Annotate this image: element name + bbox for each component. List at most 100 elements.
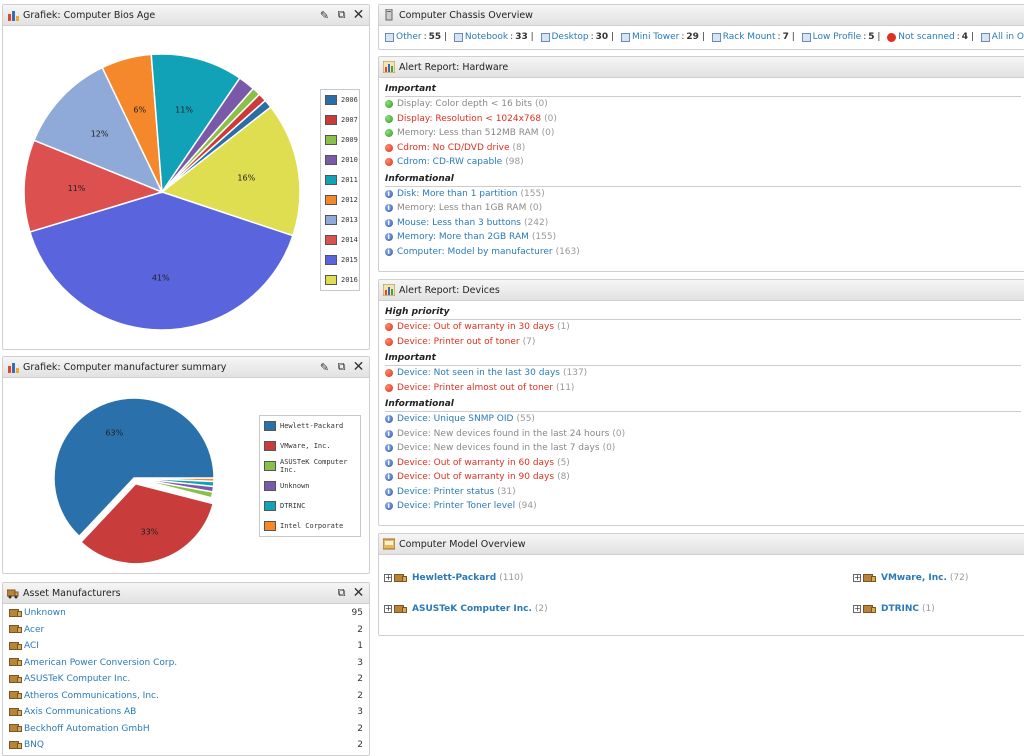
alert-label[interactable]: Device: Out of warranty in 90 days <box>397 472 555 482</box>
edit-icon[interactable]: ✎ <box>319 8 330 22</box>
expand-tree-icon[interactable]: + <box>853 573 861 582</box>
asset-name[interactable]: BNQ <box>24 740 44 751</box>
alert-row[interactable]: Cdrom: No CD/DVD drive (8) <box>385 141 1021 156</box>
alert-row[interactable]: Device: New devices found in the last 7 … <box>385 441 1021 456</box>
asset-name[interactable]: Atheros Communications, Inc. <box>24 690 159 701</box>
alert-row[interactable]: Memory: More than 2GB RAM (155) <box>385 230 1021 245</box>
asset-row[interactable]: ASUSTeK Computer Inc. 2 <box>3 671 369 688</box>
chassis-item[interactable]: Other : 55 | <box>385 32 450 42</box>
alert-label[interactable]: Memory: More than 2GB RAM <box>397 232 529 242</box>
alert-label[interactable]: Memory: Less than 1GB RAM <box>397 203 527 213</box>
legend-item: 2007 <box>321 110 359 130</box>
model-item-dtrinc[interactable]: + DTRINC (1) <box>853 604 935 614</box>
asset-row[interactable]: American Power Conversion Corp. 3 <box>3 655 369 672</box>
alert-row[interactable]: Computer: Model by manufacturer (163) <box>385 245 1021 259</box>
alert-row[interactable]: Display: Color depth < 16 bits (0) <box>385 97 1021 112</box>
asset-row[interactable]: Unknown 95 <box>3 605 369 622</box>
alert-label[interactable]: Device: Printer Toner level <box>397 501 516 511</box>
alert-row[interactable]: Memory: Less than 512MB RAM (0) <box>385 126 1021 141</box>
chassis-item[interactable]: Mini Tower : 29 | <box>620 32 708 42</box>
alert-row[interactable]: Mouse: Less than 3 buttons (242) <box>385 216 1021 230</box>
alert-label[interactable]: Device: Unique SNMP OID <box>397 414 514 424</box>
chassis-item[interactable]: Not scanned : 4 | <box>887 32 977 42</box>
alert-label[interactable]: Device: New devices found in the last 7 … <box>397 443 600 453</box>
asset-row[interactable]: Atheros Communications, Inc. 2 <box>3 688 369 705</box>
close-icon[interactable]: ✕ <box>352 7 365 23</box>
close-icon[interactable]: ✕ <box>352 585 365 601</box>
expand-icon[interactable]: ⧉ <box>337 586 346 599</box>
model-name[interactable]: Hewlett-Packard <box>412 573 497 583</box>
alert-row[interactable]: Device: Printer almost out of toner (11) <box>385 381 1021 396</box>
expand-tree-icon[interactable]: + <box>853 604 861 613</box>
alert-row[interactable]: Device: Not seen in the last 30 days (13… <box>385 366 1021 381</box>
expand-tree-icon[interactable]: + <box>384 604 392 613</box>
chassis-item[interactable]: All in One : 1 | <box>980 32 1024 42</box>
alert-row[interactable]: Device: Printer out of toner (7) <box>385 335 1021 350</box>
asset-row[interactable]: Beckhoff Automation GmbH 2 <box>3 721 369 738</box>
asset-name[interactable]: Unknown <box>24 608 66 619</box>
alert-label[interactable]: Cdrom: CD-RW capable <box>397 157 503 167</box>
model-item-vmware[interactable]: + VMware, Inc. (72) <box>853 573 968 583</box>
asset-name[interactable]: Acer <box>24 624 45 635</box>
asset-name[interactable]: ACI <box>24 641 39 652</box>
model-item-asustek[interactable]: + ASUSTeK Computer Inc. (2) <box>384 604 548 614</box>
chassis-count: 5 <box>868 32 875 42</box>
close-icon[interactable]: ✕ <box>352 359 365 375</box>
alert-label[interactable]: Computer: Model by manufacturer <box>397 246 553 257</box>
alert-label[interactable]: Device: Printer almost out of toner <box>397 382 553 393</box>
model-item-hewlett-packard[interactable]: + Hewlett-Packard (110) <box>384 573 523 583</box>
alert-row[interactable]: Device: Unique SNMP OID (55) <box>385 412 1021 427</box>
asset-row[interactable]: Axis Communications AB 3 <box>3 704 369 721</box>
alert-row[interactable]: Memory: Less than 1GB RAM (0) <box>385 201 1021 216</box>
alert-row[interactable]: Device: New devices found in the last 24… <box>385 427 1021 441</box>
alert-label[interactable]: Device: New devices found in the last 24… <box>397 428 610 439</box>
chassis-item[interactable]: Low Profile : 5 | <box>801 32 884 42</box>
expand-icon[interactable]: ⧉ <box>337 360 346 373</box>
chassis-label[interactable]: Low Profile <box>812 32 862 42</box>
chassis-item[interactable]: Notebook : 33 | <box>453 32 537 42</box>
pie-slice-2011 <box>150 53 241 195</box>
chassis-label[interactable]: Not scanned <box>898 32 955 42</box>
alert-label[interactable]: Display: Resolution < 1024x768 <box>397 113 542 124</box>
alert-label[interactable]: Mouse: Less than 3 buttons <box>397 217 522 228</box>
chassis-label[interactable]: Desktop <box>551 32 589 42</box>
asset-name[interactable]: American Power Conversion Corp. <box>24 657 178 668</box>
asset-name[interactable]: Beckhoff Automation GmbH <box>24 723 150 734</box>
alert-label[interactable]: Device: Printer status <box>397 486 495 497</box>
alert-label[interactable]: Cdrom: No CD/DVD drive <box>397 142 510 153</box>
chassis-label[interactable]: Rack Mount <box>722 32 776 42</box>
asset-row[interactable]: Acer 2 <box>3 622 369 639</box>
alert-row[interactable]: Cdrom: CD-RW capable (98) <box>385 155 1021 170</box>
alert-label[interactable]: Device: Not seen in the last 30 days <box>397 368 560 378</box>
alert-row[interactable]: Device: Printer Toner level (94) <box>385 499 1021 514</box>
alert-label[interactable]: Device: Printer out of toner <box>397 336 520 347</box>
asset-name[interactable]: ASUSTeK Computer Inc. <box>24 674 131 685</box>
alert-label[interactable]: Device: Out of warranty in 30 days <box>397 322 555 332</box>
chassis-item[interactable]: Desktop : 30 | <box>540 32 617 42</box>
asset-name[interactable]: Axis Communications AB <box>24 707 137 718</box>
alert-label[interactable]: Device: Out of warranty in 60 days <box>397 457 555 468</box>
alert-row[interactable]: Device: Out of warranty in 30 days (1) <box>385 320 1021 335</box>
model-name[interactable]: VMware, Inc. <box>881 573 947 583</box>
chassis-label[interactable]: All in One <box>991 32 1024 42</box>
chassis-label[interactable]: Other <box>396 32 422 42</box>
alert-label[interactable]: Display: Color depth < 16 bits <box>397 99 532 109</box>
alert-row[interactable]: Device: Out of warranty in 90 days (8) <box>385 470 1021 485</box>
alert-row[interactable]: Device: Out of warranty in 60 days (5) <box>385 456 1021 470</box>
edit-icon[interactable]: ✎ <box>319 360 330 374</box>
model-name[interactable]: DTRINC <box>881 604 920 614</box>
alert-label[interactable]: Disk: More than 1 partition <box>397 188 518 199</box>
asset-row[interactable]: ACI 1 <box>3 638 369 655</box>
chassis-icon <box>620 32 630 42</box>
expand-tree-icon[interactable]: + <box>384 573 392 582</box>
model-name[interactable]: ASUSTeK Computer Inc. <box>412 604 532 614</box>
alert-row[interactable]: Disk: More than 1 partition (155) <box>385 187 1021 201</box>
alert-row[interactable]: Display: Resolution < 1024x768 (0) <box>385 112 1021 127</box>
expand-icon[interactable]: ⧉ <box>337 8 346 21</box>
chassis-item[interactable]: Rack Mount : 7 | <box>711 32 798 42</box>
asset-row[interactable]: BNQ 2 <box>3 737 369 754</box>
chassis-label[interactable]: Notebook <box>464 32 509 42</box>
chassis-label[interactable]: Mini Tower <box>631 32 680 42</box>
alert-label[interactable]: Memory: Less than 512MB RAM <box>397 128 539 138</box>
alert-row[interactable]: Device: Printer status (31) <box>385 485 1021 499</box>
